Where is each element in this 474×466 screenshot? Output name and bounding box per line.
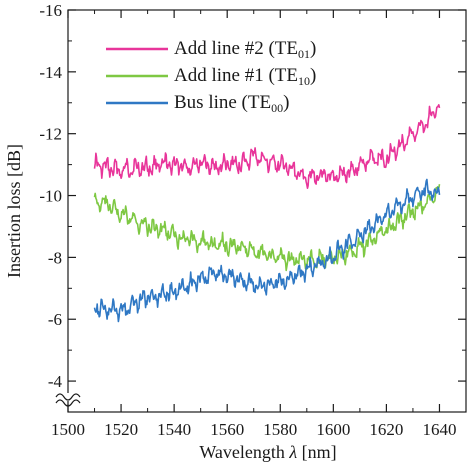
legend-label: Bus line (TE00) xyxy=(174,92,289,115)
legend-label-subscript: 00 xyxy=(271,101,283,115)
x-tick-label: 1580 xyxy=(263,420,297,439)
x-tick-label: 1560 xyxy=(210,420,244,439)
x-axis-unit: [nm] xyxy=(302,442,337,462)
legend: Add line #2 (TE01)Add line #1 (TE10)Bus … xyxy=(106,38,316,115)
x-axis-title: Wavelength λ [nm] xyxy=(199,442,336,462)
x-tick-label: 1500 xyxy=(51,420,85,439)
y-tick-label: -12 xyxy=(39,125,62,144)
series-line xyxy=(93,178,441,323)
legend-label-subscript: 10 xyxy=(298,74,310,88)
axes-layer: 1500 1520 1540 1560 1580 1600 1620 1640 -4 -6 -8 -1… xyxy=(39,1,466,439)
legend-label: Add line #1 (TE10) xyxy=(174,65,316,88)
x-tick-label: 1540 xyxy=(157,420,191,439)
y-tick-label: -10 xyxy=(39,187,62,206)
series-layer xyxy=(93,104,441,323)
legend-label-main: Add line #1 (TE xyxy=(174,65,298,86)
y-tick-label: -6 xyxy=(48,310,62,329)
y-tick-label: -16 xyxy=(39,1,62,20)
series-line xyxy=(93,104,441,189)
x-axis-label: Wavelength xyxy=(199,442,285,462)
axis-break-mark xyxy=(55,399,81,407)
x-tick-label: 1640 xyxy=(422,420,456,439)
axis-break-mark xyxy=(55,393,81,401)
axis-break-gap xyxy=(62,393,74,401)
y-axis-title: Insertion loss [dB] xyxy=(4,144,24,278)
series-line xyxy=(93,184,441,272)
legend-label-close: ) xyxy=(310,65,316,86)
legend-label-close: ) xyxy=(283,92,289,113)
legend-label-main: Bus line (TE xyxy=(174,92,271,113)
x-tick-label: 1600 xyxy=(316,420,350,439)
x-tick-label: 1620 xyxy=(369,420,403,439)
legend-label: Add line #2 (TE01) xyxy=(174,38,316,61)
legend-label-main: Add line #2 (TE xyxy=(174,38,298,59)
y-tick-label: -4 xyxy=(48,372,63,391)
legend-label-subscript: 01 xyxy=(298,47,310,61)
plot-frame xyxy=(67,9,467,413)
y-tick-label: -14 xyxy=(39,63,62,82)
x-axis-symbol: λ xyxy=(288,442,297,462)
y-tick-label: -8 xyxy=(48,248,62,267)
x-tick-label: 1520 xyxy=(104,420,138,439)
legend-label-close: ) xyxy=(310,38,316,59)
